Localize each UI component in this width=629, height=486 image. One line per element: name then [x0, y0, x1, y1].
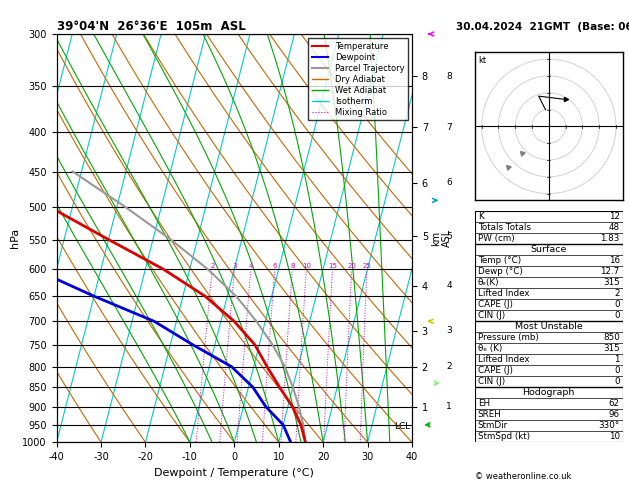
- Text: 96: 96: [609, 410, 620, 419]
- Text: 0: 0: [614, 377, 620, 386]
- Text: LCL: LCL: [394, 422, 411, 431]
- Text: 20: 20: [347, 263, 356, 269]
- Text: K: K: [478, 212, 484, 222]
- Text: 330°: 330°: [599, 421, 620, 430]
- Text: 12.7: 12.7: [601, 267, 620, 277]
- Text: Dewp (°C): Dewp (°C): [478, 267, 523, 277]
- Text: 315: 315: [603, 344, 620, 353]
- Text: Temp (°C): Temp (°C): [478, 257, 521, 265]
- Text: 10: 10: [609, 432, 620, 441]
- Text: StmSpd (kt): StmSpd (kt): [478, 432, 530, 441]
- Text: 3: 3: [447, 327, 452, 335]
- Text: 1.83: 1.83: [600, 234, 620, 243]
- Text: Totals Totals: Totals Totals: [478, 224, 531, 232]
- Text: 2: 2: [210, 263, 214, 269]
- Text: 2: 2: [447, 362, 452, 371]
- Text: StmDir: StmDir: [478, 421, 508, 430]
- Text: 3: 3: [232, 263, 237, 269]
- Text: 0: 0: [614, 366, 620, 375]
- Text: 2: 2: [615, 289, 620, 298]
- Y-axis label: km
ASL: km ASL: [431, 229, 452, 247]
- Text: θₑ(K): θₑ(K): [478, 278, 499, 287]
- Text: Hodograph: Hodograph: [523, 388, 575, 397]
- Text: 62: 62: [609, 399, 620, 408]
- Text: SREH: SREH: [478, 410, 502, 419]
- Text: 1: 1: [447, 402, 452, 411]
- Text: 6: 6: [447, 178, 452, 187]
- Y-axis label: hPa: hPa: [9, 228, 19, 248]
- Text: © weatheronline.co.uk: © weatheronline.co.uk: [475, 472, 571, 481]
- Text: θₑ (K): θₑ (K): [478, 344, 502, 353]
- Text: PW (cm): PW (cm): [478, 234, 515, 243]
- Text: 25: 25: [362, 263, 371, 269]
- Text: 8: 8: [290, 263, 294, 269]
- Text: 4: 4: [447, 281, 452, 290]
- Text: 8: 8: [447, 72, 452, 81]
- Text: Pressure (mb): Pressure (mb): [478, 333, 538, 342]
- Text: 5: 5: [447, 232, 452, 241]
- Text: 16: 16: [609, 257, 620, 265]
- Text: 12: 12: [609, 212, 620, 222]
- Text: 4: 4: [248, 263, 253, 269]
- Legend: Temperature, Dewpoint, Parcel Trajectory, Dry Adiabat, Wet Adiabat, Isotherm, Mi: Temperature, Dewpoint, Parcel Trajectory…: [308, 38, 408, 121]
- Text: 48: 48: [609, 224, 620, 232]
- Text: 6: 6: [272, 263, 277, 269]
- Text: Most Unstable: Most Unstable: [515, 322, 582, 331]
- Text: CAPE (J): CAPE (J): [478, 366, 513, 375]
- Text: Lifted Index: Lifted Index: [478, 289, 530, 298]
- Text: kt: kt: [478, 56, 486, 65]
- Text: 7: 7: [447, 123, 452, 132]
- Text: CIN (J): CIN (J): [478, 312, 505, 320]
- Text: CAPE (J): CAPE (J): [478, 300, 513, 310]
- Text: 10: 10: [302, 263, 311, 269]
- Text: 0: 0: [614, 300, 620, 310]
- Text: EH: EH: [478, 399, 490, 408]
- Text: Surface: Surface: [531, 245, 567, 254]
- Text: Lifted Index: Lifted Index: [478, 355, 530, 364]
- Text: CIN (J): CIN (J): [478, 377, 505, 386]
- Text: 1: 1: [615, 355, 620, 364]
- Text: 850: 850: [603, 333, 620, 342]
- Text: 30.04.2024  21GMT  (Base: 06): 30.04.2024 21GMT (Base: 06): [456, 21, 629, 32]
- X-axis label: Dewpoint / Temperature (°C): Dewpoint / Temperature (°C): [154, 468, 314, 478]
- Text: 315: 315: [603, 278, 620, 287]
- Text: 39°04'N  26°36'E  105m  ASL: 39°04'N 26°36'E 105m ASL: [57, 20, 245, 33]
- Text: 0: 0: [614, 312, 620, 320]
- Text: 15: 15: [328, 263, 337, 269]
